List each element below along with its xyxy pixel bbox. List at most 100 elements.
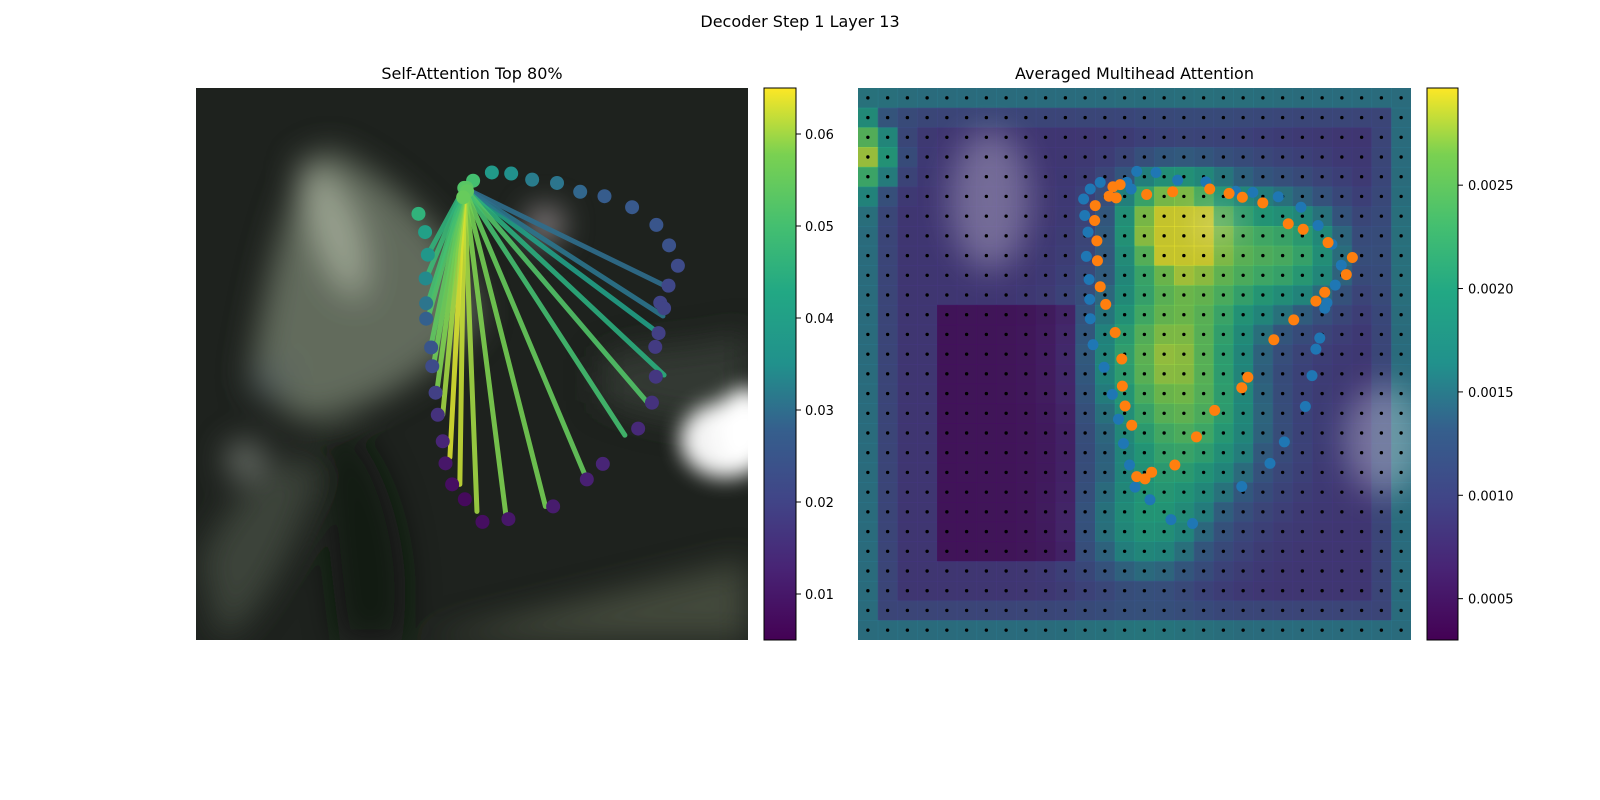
grid-dot bbox=[1399, 569, 1403, 573]
colorbar-tick-label: 0.05 bbox=[805, 220, 834, 235]
grid-dot bbox=[1004, 234, 1008, 238]
left-axes-title: Self-Attention Top 80% bbox=[381, 64, 563, 83]
grid-dot bbox=[1162, 273, 1166, 277]
grid-dot bbox=[1122, 96, 1127, 100]
grid-dot bbox=[1103, 214, 1107, 218]
grid-dot bbox=[1340, 431, 1344, 435]
grid-dot bbox=[1359, 628, 1364, 632]
grid-dot bbox=[885, 372, 890, 376]
grid-dot bbox=[1261, 234, 1265, 238]
grid-dot bbox=[1359, 273, 1364, 277]
grid-dot bbox=[964, 313, 969, 317]
grid-dot bbox=[1221, 234, 1226, 238]
grid-dot bbox=[925, 411, 929, 415]
grid-dot bbox=[1399, 608, 1403, 613]
grid-dot bbox=[1083, 549, 1087, 553]
grid-dot bbox=[1142, 391, 1147, 396]
grid-dot bbox=[1359, 313, 1364, 317]
grid-dot bbox=[1083, 332, 1087, 337]
grid-dot bbox=[1122, 569, 1127, 573]
blue-keypoint bbox=[1079, 210, 1091, 222]
grid-dot bbox=[905, 234, 910, 238]
multihead-attention-axes bbox=[858, 88, 1411, 640]
grid-dot bbox=[925, 135, 929, 139]
grid-dot bbox=[964, 194, 969, 199]
grid-dot bbox=[905, 253, 910, 258]
grid-dot bbox=[1340, 628, 1344, 632]
keypoint-marker bbox=[579, 472, 594, 487]
orange-keypoint bbox=[1131, 471, 1143, 483]
keypoint-marker bbox=[550, 175, 565, 190]
grid-dot bbox=[1103, 332, 1107, 337]
grid-dot bbox=[1300, 332, 1305, 337]
grid-dot bbox=[1004, 372, 1008, 376]
grid-dot bbox=[964, 549, 969, 553]
grid-dot bbox=[866, 470, 870, 475]
grid-dot bbox=[1083, 608, 1087, 613]
grid-dot bbox=[984, 214, 989, 218]
grid-dot bbox=[905, 589, 910, 593]
orange-keypoint bbox=[1110, 192, 1122, 204]
grid-dot bbox=[1241, 135, 1245, 139]
grid-dot bbox=[964, 175, 969, 179]
grid-dot bbox=[1399, 529, 1403, 534]
grid-dot bbox=[1261, 253, 1265, 258]
grid-dot bbox=[1103, 352, 1107, 356]
grid-dot bbox=[1142, 510, 1147, 514]
grid-dot bbox=[1162, 313, 1166, 317]
grid-dot bbox=[1162, 372, 1166, 376]
keypoint-marker bbox=[597, 189, 612, 204]
grid-dot bbox=[1399, 332, 1403, 337]
grid-dot bbox=[905, 194, 910, 199]
grid-dot bbox=[1340, 391, 1344, 396]
grid-dot bbox=[925, 214, 929, 218]
grid-dot bbox=[1241, 234, 1245, 238]
grid-dot bbox=[1201, 490, 1206, 494]
grid-dot bbox=[1359, 115, 1364, 120]
right-colorbar: 0.0005 0.0010 0.0015 0.0020 0.0025 bbox=[1426, 87, 1514, 641]
grid-dot bbox=[964, 589, 969, 593]
grid-dot bbox=[1201, 372, 1206, 376]
grid-dot bbox=[1063, 549, 1068, 553]
grid-dot bbox=[1043, 431, 1048, 435]
blue-keypoint bbox=[1299, 401, 1311, 413]
grid-dot bbox=[1103, 293, 1107, 297]
grid-dot bbox=[1340, 529, 1344, 534]
grid-dot bbox=[1043, 313, 1048, 317]
grid-dot bbox=[885, 253, 890, 258]
grid-dot bbox=[1043, 214, 1048, 218]
orange-keypoint bbox=[1346, 251, 1358, 263]
grid-dot bbox=[885, 352, 890, 356]
grid-dot bbox=[1122, 451, 1127, 455]
grid-dot bbox=[1359, 155, 1364, 159]
grid-dot bbox=[1182, 451, 1186, 455]
grid-dot bbox=[1024, 411, 1028, 415]
grid-dot bbox=[1300, 96, 1305, 100]
grid-dot bbox=[1221, 96, 1226, 100]
colorbar-tick-label: 0.0015 bbox=[1468, 386, 1514, 401]
grid-dot bbox=[1221, 214, 1226, 218]
left-colorbar: 0.01 0.02 0.03 0.04 0.05 0.06 bbox=[763, 87, 834, 641]
grid-dot bbox=[1103, 490, 1107, 494]
grid-dot bbox=[964, 470, 969, 475]
grid-dot bbox=[885, 115, 890, 120]
keypoint-marker bbox=[546, 499, 561, 514]
grid-dot bbox=[1280, 352, 1285, 356]
grid-dot bbox=[1004, 608, 1008, 613]
grid-dot bbox=[1359, 332, 1364, 337]
grid-dot bbox=[1043, 470, 1048, 475]
grid-dot bbox=[1162, 451, 1166, 455]
grid-dot bbox=[1221, 589, 1226, 593]
grid-dot bbox=[1201, 549, 1206, 553]
grid-dot bbox=[964, 234, 969, 238]
keypoint-marker bbox=[648, 339, 663, 354]
grid-dot bbox=[1201, 470, 1206, 475]
grid-dot bbox=[1083, 352, 1087, 356]
keypoint-marker bbox=[644, 395, 659, 410]
grid-dot bbox=[1142, 569, 1147, 573]
grid-dot bbox=[1241, 96, 1245, 100]
grid-dot bbox=[984, 569, 989, 573]
grid-dot bbox=[866, 628, 870, 632]
grid-dot bbox=[1320, 115, 1324, 120]
grid-dot bbox=[1043, 175, 1048, 179]
